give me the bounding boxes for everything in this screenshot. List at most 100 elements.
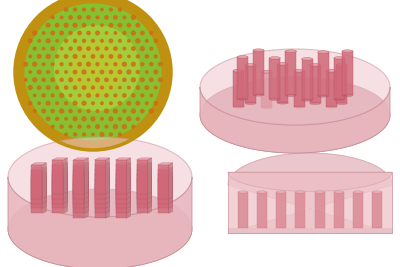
Ellipse shape: [200, 49, 390, 125]
Ellipse shape: [78, 31, 81, 35]
Polygon shape: [116, 165, 126, 199]
Ellipse shape: [46, 23, 50, 27]
Polygon shape: [126, 158, 130, 194]
Ellipse shape: [105, 94, 108, 97]
Ellipse shape: [136, 101, 140, 105]
Ellipse shape: [73, 101, 77, 105]
Polygon shape: [52, 158, 68, 160]
Polygon shape: [158, 174, 169, 209]
Ellipse shape: [105, 16, 108, 19]
Ellipse shape: [38, 102, 40, 104]
Ellipse shape: [51, 31, 54, 35]
Polygon shape: [42, 177, 46, 213]
Ellipse shape: [78, 110, 81, 112]
Polygon shape: [116, 172, 130, 174]
Polygon shape: [94, 158, 110, 160]
Ellipse shape: [70, 41, 124, 95]
Polygon shape: [52, 174, 64, 209]
Ellipse shape: [60, 109, 64, 113]
Ellipse shape: [119, 87, 121, 89]
Ellipse shape: [122, 125, 126, 129]
Ellipse shape: [33, 31, 37, 35]
Ellipse shape: [87, 125, 90, 128]
Ellipse shape: [122, 62, 126, 66]
Polygon shape: [94, 170, 106, 204]
Ellipse shape: [245, 63, 256, 66]
Ellipse shape: [336, 102, 347, 105]
Polygon shape: [94, 179, 106, 213]
Ellipse shape: [310, 102, 321, 105]
Ellipse shape: [141, 63, 144, 66]
Polygon shape: [94, 168, 110, 170]
Polygon shape: [310, 65, 321, 103]
Polygon shape: [126, 177, 130, 213]
Ellipse shape: [92, 102, 94, 105]
Polygon shape: [106, 158, 110, 194]
Ellipse shape: [136, 39, 140, 43]
Ellipse shape: [42, 109, 46, 113]
Ellipse shape: [136, 70, 140, 74]
Polygon shape: [74, 160, 84, 194]
Ellipse shape: [42, 63, 45, 65]
Ellipse shape: [92, 24, 94, 26]
Ellipse shape: [105, 32, 108, 34]
Polygon shape: [136, 163, 152, 165]
Ellipse shape: [245, 102, 256, 105]
Ellipse shape: [127, 101, 131, 105]
Ellipse shape: [145, 86, 149, 89]
Ellipse shape: [334, 191, 344, 193]
Ellipse shape: [315, 191, 325, 193]
Ellipse shape: [87, 31, 90, 35]
Ellipse shape: [73, 54, 77, 58]
Ellipse shape: [114, 109, 117, 113]
Ellipse shape: [233, 105, 244, 108]
Polygon shape: [158, 170, 169, 204]
Ellipse shape: [64, 23, 68, 27]
Polygon shape: [52, 170, 64, 204]
Ellipse shape: [46, 101, 50, 105]
Ellipse shape: [123, 94, 126, 97]
Polygon shape: [74, 168, 88, 170]
Polygon shape: [148, 172, 152, 209]
Ellipse shape: [353, 191, 363, 193]
Ellipse shape: [132, 125, 135, 128]
Ellipse shape: [69, 78, 72, 82]
Ellipse shape: [46, 54, 50, 58]
Ellipse shape: [74, 39, 77, 42]
Ellipse shape: [51, 63, 54, 66]
Ellipse shape: [96, 94, 99, 97]
Polygon shape: [294, 71, 304, 107]
Ellipse shape: [118, 8, 122, 11]
Ellipse shape: [46, 117, 50, 121]
Polygon shape: [158, 179, 169, 213]
Ellipse shape: [60, 125, 63, 128]
Ellipse shape: [65, 133, 68, 136]
Ellipse shape: [132, 31, 135, 35]
Ellipse shape: [150, 47, 153, 50]
Polygon shape: [94, 160, 106, 194]
Polygon shape: [148, 168, 152, 204]
Polygon shape: [84, 158, 88, 194]
Polygon shape: [84, 163, 88, 199]
Ellipse shape: [64, 8, 68, 11]
Ellipse shape: [82, 39, 86, 42]
Ellipse shape: [42, 47, 45, 50]
Ellipse shape: [87, 47, 90, 50]
Polygon shape: [52, 163, 68, 165]
Polygon shape: [64, 158, 68, 194]
Polygon shape: [94, 163, 110, 165]
Polygon shape: [106, 168, 110, 204]
Ellipse shape: [87, 16, 90, 19]
Ellipse shape: [154, 86, 157, 89]
Ellipse shape: [118, 40, 121, 42]
Polygon shape: [169, 177, 173, 213]
Ellipse shape: [8, 137, 192, 217]
Polygon shape: [74, 170, 84, 204]
Ellipse shape: [261, 70, 272, 73]
Polygon shape: [228, 153, 392, 233]
Ellipse shape: [114, 16, 117, 19]
Ellipse shape: [140, 78, 144, 82]
Polygon shape: [326, 71, 337, 107]
Polygon shape: [334, 58, 345, 99]
Ellipse shape: [29, 55, 32, 58]
